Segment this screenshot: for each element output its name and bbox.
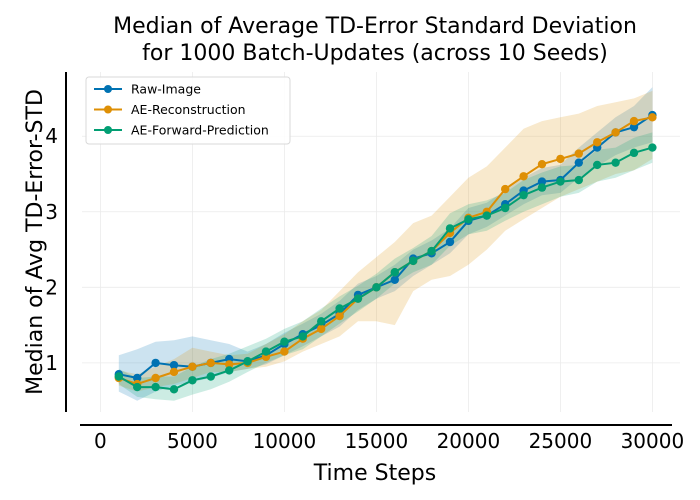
y-tick-label: 1	[45, 351, 58, 375]
data-point	[353, 294, 363, 303]
data-point	[464, 215, 473, 224]
data-point	[445, 237, 455, 247]
legend-box	[85, 76, 291, 145]
data-point	[629, 122, 639, 132]
data-point	[537, 183, 547, 192]
data-point	[574, 175, 583, 185]
data-point	[427, 246, 436, 256]
chart-title: Median of Average TD-Error Standard Devi…	[113, 14, 637, 39]
data-point	[188, 362, 197, 371]
data-point	[648, 143, 657, 152]
data-point	[611, 158, 620, 167]
y-tick-label: 4	[45, 124, 58, 148]
data-point	[133, 382, 142, 392]
data-point	[629, 148, 639, 158]
data-point	[169, 367, 179, 377]
data-point	[574, 149, 583, 158]
axes: 1 2 3 4 0 5000 10000 15000 20000 25000 30000	[45, 72, 684, 453]
data-point	[206, 358, 215, 368]
data-point	[501, 203, 510, 213]
data-point	[280, 337, 289, 346]
data-point	[445, 224, 455, 233]
y-tick-label: 3	[45, 200, 58, 224]
data-point	[648, 113, 657, 122]
data-point	[537, 177, 547, 186]
x-tick-label: 5000	[167, 429, 218, 453]
legend: Raw-Image AE-Reconstruction AE-Forward-Pre…	[85, 76, 291, 145]
data-point	[317, 324, 326, 334]
y-tick-label: 2	[45, 275, 58, 299]
legend-label: AE-Forward-Prediction	[131, 123, 269, 138]
data-point	[519, 172, 528, 181]
data-point	[114, 372, 124, 381]
data-point	[372, 283, 381, 292]
x-tick-label: 20000	[437, 429, 501, 453]
data-point	[593, 138, 602, 147]
data-point	[225, 360, 234, 369]
data-point	[151, 382, 160, 392]
chart-subtitle: for 1000 Batch-Updates (across 10 Seeds)	[142, 41, 608, 66]
data-point	[298, 332, 307, 341]
legend-marker	[104, 105, 112, 114]
data-point	[317, 317, 326, 326]
data-point	[629, 116, 639, 126]
data-point	[556, 154, 565, 164]
legend-label: Raw-Image	[131, 82, 201, 97]
confidence-band	[118, 90, 653, 392]
data-point	[482, 211, 491, 220]
data-point	[574, 158, 583, 167]
x-tick-label: 30000	[621, 429, 685, 453]
data-point	[501, 184, 510, 194]
x-tick-label: 25000	[529, 429, 593, 453]
data-point	[225, 366, 234, 375]
data-point	[261, 347, 271, 356]
data-point	[335, 304, 344, 313]
data-point	[133, 373, 142, 383]
x-tick-label: 15000	[345, 429, 409, 453]
data-point	[206, 372, 215, 381]
data-point	[593, 160, 602, 170]
data-point	[169, 360, 179, 370]
data-point	[390, 275, 399, 284]
series-lines	[114, 110, 657, 394]
legend-label: AE-Reconstruction	[131, 102, 246, 117]
data-point	[243, 357, 252, 366]
data-point	[390, 268, 399, 277]
data-point	[556, 177, 565, 186]
data-point	[280, 347, 289, 356]
data-point	[537, 159, 547, 169]
x-axis-label: Time Steps	[313, 461, 436, 486]
data-point	[611, 128, 620, 137]
data-point	[151, 373, 160, 383]
x-tick-label: 10000	[253, 429, 317, 453]
legend-marker	[104, 85, 112, 93]
y-axis-label: Median of Avg TD-Error-STD	[23, 89, 48, 395]
data-point	[409, 256, 418, 266]
data-point	[169, 385, 179, 394]
data-point	[519, 190, 528, 200]
x-tick-label: 0	[94, 429, 107, 453]
data-point	[335, 311, 344, 321]
data-point	[188, 376, 197, 385]
data-point	[151, 358, 160, 368]
legend-marker	[104, 126, 112, 134]
